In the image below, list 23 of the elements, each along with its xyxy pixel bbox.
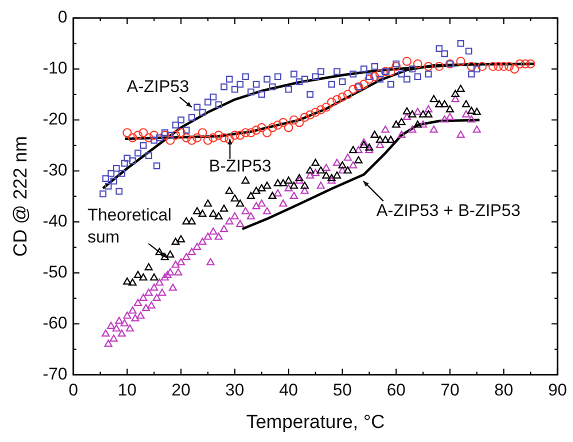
x-tick-label: 50 [332, 380, 352, 400]
y-tick-label: -20 [42, 110, 68, 129]
y-tick-label: -70 [42, 364, 68, 384]
x-tick-label: 20 [172, 380, 190, 400]
y-axis-title: CD @ 222 nm [10, 136, 32, 257]
y-tick-label: 0 [58, 8, 68, 27]
x-axis-title: Temperature, °C [246, 412, 385, 433]
annotation: A-ZIP53 + B-ZIP53 [376, 200, 520, 220]
annotation: A-ZIP53 [126, 76, 190, 96]
annotation: B-ZIP53 [208, 156, 272, 176]
x-tick-label: 30 [225, 380, 244, 400]
x-tick-label: 10 [118, 380, 137, 400]
x-tick-label: 70 [440, 380, 460, 400]
y-tick-label: -50 [42, 262, 68, 282]
y-tick-label: -60 [42, 314, 68, 333]
y-tick-label: -40 [42, 212, 68, 231]
y-tick-label: -30 [42, 160, 68, 180]
x-tick-label: 90 [548, 380, 568, 400]
y-tick-label: -10 [42, 58, 68, 78]
x-tick-label: 80 [494, 380, 514, 400]
x-tick-label: 40 [279, 380, 298, 400]
x-tick-label: 60 [386, 380, 406, 400]
annotation: Theoretical sum [87, 205, 172, 246]
